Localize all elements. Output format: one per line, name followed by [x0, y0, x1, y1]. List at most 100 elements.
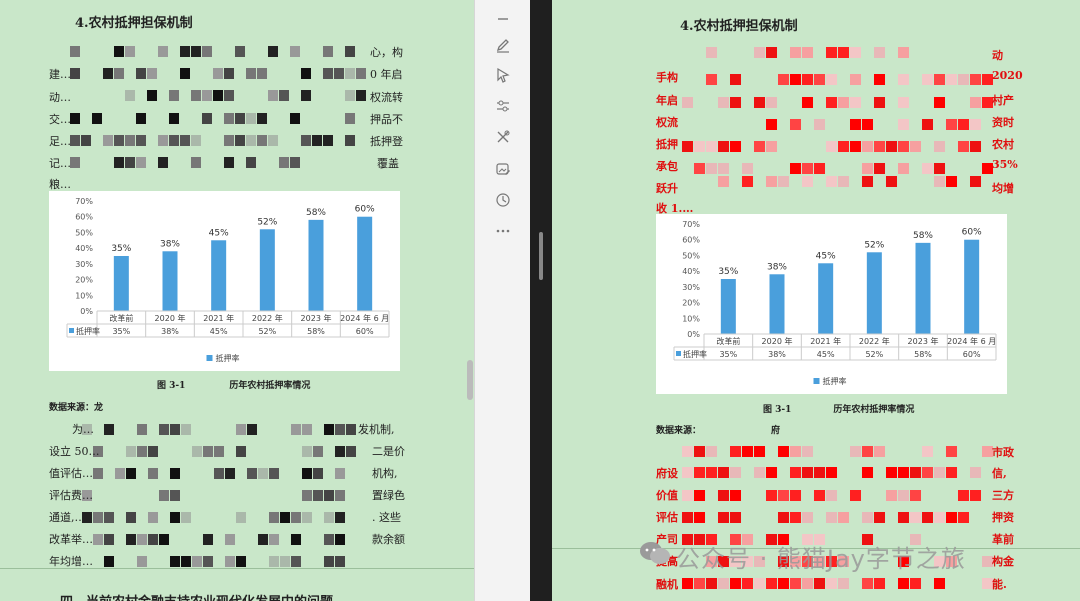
minus-icon[interactable] — [492, 8, 514, 30]
table-value: 35% — [719, 350, 737, 359]
body-text-line: 押品不 — [370, 113, 403, 126]
body-text-line: 动 — [992, 49, 1003, 62]
cursor-icon[interactable] — [492, 64, 514, 86]
body-text-line: 通道,… — [49, 511, 86, 524]
data-label: 38% — [767, 262, 787, 272]
legend-label: 抵押率 — [823, 376, 847, 386]
data-source: 数据来源：龙 — [49, 403, 104, 413]
category-label: 2022 年 — [252, 313, 283, 323]
data-label: 60% — [962, 228, 982, 238]
pen-icon[interactable] — [492, 34, 514, 56]
body-text-line: 设立 50… — [49, 445, 100, 458]
bar — [818, 263, 834, 334]
body-text-line: 手构 — [656, 71, 678, 84]
legend-label: 抵押率 — [216, 353, 240, 363]
body-text-line: 年启 — [656, 94, 678, 107]
body-text-line: 款余额 — [372, 533, 405, 546]
data-label: 45% — [209, 228, 229, 238]
y-tick-label: 10% — [75, 291, 93, 300]
legend-swatch — [206, 355, 213, 361]
body-text-line: 足… — [49, 135, 71, 148]
data-label: 35% — [718, 267, 738, 277]
category-label: 2023 年 — [908, 336, 939, 346]
body-text-line: 权流 — [656, 116, 678, 129]
body-text-line: 融机 — [656, 578, 678, 591]
table-value: 52% — [258, 327, 276, 336]
legend-swatch — [69, 328, 74, 333]
watermark-text: 公众号 · 熊猫Jay字节之旅 — [676, 545, 966, 573]
body-text-line: 值评估… — [49, 467, 93, 480]
page-break-right — [552, 548, 1080, 549]
table-value: 60% — [356, 327, 374, 336]
y-tick-label: 20% — [682, 299, 700, 308]
category-label: 2024 年 6 月 — [340, 313, 389, 323]
legend-swatch — [813, 378, 820, 384]
category-label: 改革前 — [716, 336, 740, 346]
annotation-toolbar — [474, 0, 531, 601]
table-value: 38% — [161, 327, 179, 336]
image-edit-icon[interactable] — [492, 158, 514, 180]
left-document-pane[interactable]: 4.农村抵押担保机制 0% 10% 20% 30% 40% 50% 60% 70% 35% 38%… — [0, 0, 474, 601]
sliders-icon[interactable] — [492, 95, 514, 117]
data-label: 58% — [913, 231, 933, 241]
body-text-line: 为… — [72, 423, 94, 436]
y-tick-label: 60% — [682, 236, 700, 245]
body-text-line: 产司 — [656, 533, 678, 546]
data-label: 38% — [160, 239, 180, 249]
chart-right: 0% 10% 20% 30% 40% 50% 60% 70% 35% 38% 45% 52% 58% 60… — [656, 214, 1007, 394]
body-text-line: 抵押登 — [370, 135, 403, 148]
y-tick-label: 40% — [682, 267, 700, 276]
scrollbar-thumb-left[interactable] — [467, 360, 473, 400]
data-label: 52% — [864, 240, 884, 250]
split-divider[interactable] — [530, 0, 552, 601]
figure-caption: 图 3-1 历年农村抵押率情况 — [157, 381, 311, 391]
table-value: 45% — [210, 327, 228, 336]
body-text-line: 权流转 — [370, 91, 403, 104]
history-icon[interactable] — [492, 189, 514, 211]
body-text-line: 评估 — [656, 511, 678, 524]
y-tick-label: 40% — [75, 244, 93, 253]
table-value: 58% — [914, 350, 932, 359]
category-label: 2021 年 — [203, 313, 234, 323]
y-tick-label: 30% — [75, 260, 93, 269]
body-text-line: 心，构 — [370, 46, 403, 59]
y-tick-label: 0% — [687, 330, 700, 339]
body-text-line: 承包 — [656, 160, 678, 173]
body-text-line: 跃升 — [656, 182, 678, 195]
data-source-right: 数据来源：府 — [656, 426, 781, 436]
page-break — [0, 568, 474, 569]
bar — [357, 216, 373, 311]
data-label: 35% — [111, 244, 131, 254]
y-tick-label: 10% — [682, 314, 700, 323]
body-text-line: 交… — [49, 113, 71, 126]
body-text-line: 能. — [992, 578, 1007, 591]
y-tick-label: 0% — [80, 307, 93, 316]
table-series-label: 抵押率 — [76, 326, 100, 336]
y-tick-label: 70% — [682, 220, 700, 229]
next-heading-cut: 四、当前农村金融支持农业现代化发展中的问题 — [60, 591, 400, 601]
tools-icon[interactable] — [492, 126, 514, 148]
body-text-line: 农村 — [992, 138, 1014, 151]
body-text-line: 资时 — [992, 116, 1014, 129]
bar — [964, 239, 980, 334]
right-document-pane[interactable]: 4.农村抵押担保机制 0% 10% 20% 30% 40% 50% 60% 70% 35% 38%… — [552, 0, 1080, 601]
table-value: 35% — [112, 327, 130, 336]
category-label: 2020 年 — [155, 313, 186, 323]
section-title-right: 4.农村抵押担保机制 — [680, 19, 798, 34]
divider-handle[interactable] — [539, 232, 543, 280]
more-icon[interactable] — [492, 220, 514, 242]
body-text-line: 三方 — [992, 489, 1014, 502]
body-text-line: . 这些 — [372, 511, 401, 524]
data-label: 58% — [306, 208, 326, 218]
bar — [113, 256, 129, 311]
table-value: 58% — [307, 327, 325, 336]
body-text-line: 押资 — [992, 511, 1014, 524]
body-text-line: 改革举… — [49, 533, 93, 546]
bar — [259, 229, 275, 311]
body-text-line: 构金 — [992, 555, 1014, 568]
y-tick-label: 20% — [75, 276, 93, 285]
table-value: 45% — [817, 350, 835, 359]
body-text-line: 记… — [49, 157, 71, 170]
bar — [720, 279, 736, 334]
section-title: 4.农村抵押担保机制 — [75, 16, 193, 31]
